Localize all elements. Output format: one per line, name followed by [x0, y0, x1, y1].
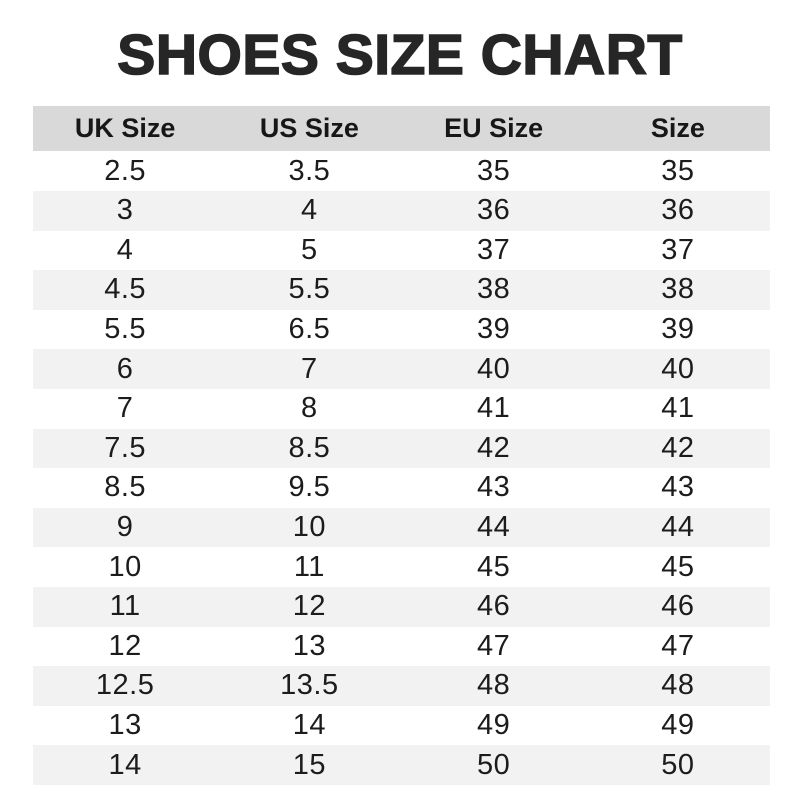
table-row: 10 11 45 45	[33, 547, 770, 587]
table-cell: 48	[585, 666, 770, 706]
table-cell: 2.5	[104, 154, 147, 187]
table-cell: 41	[476, 392, 511, 425]
table-cell: 15	[217, 745, 402, 785]
table-row: 12 13 47 47	[33, 627, 770, 667]
table-body: 2.5 3.5 35 35 3 4 36 36 4 5 37 37 4.5 5.5 38 38 5.5 6.5 39…	[33, 151, 770, 785]
table-cell: 9.5	[288, 471, 331, 504]
table-cell: 11	[293, 550, 325, 583]
table-cell: 45	[661, 550, 695, 583]
table-cell: 4	[217, 190, 402, 231]
table-cell: 46	[401, 586, 586, 627]
table-row: 2.5 3.5 35 35	[33, 151, 770, 191]
table-cell: 43	[476, 471, 511, 504]
table-cell: 50	[401, 745, 586, 785]
table-cell: 7.5	[33, 428, 218, 469]
table-cell: 39	[661, 313, 695, 346]
table-cell: 13	[108, 709, 142, 741]
table-cell: 3.5	[288, 154, 331, 187]
table-cell: 38	[401, 270, 586, 310]
table-row: 8.5 9.5 43 43	[33, 468, 770, 508]
table-cell: 7	[217, 349, 402, 389]
table-row: 6 7 40 40	[33, 349, 770, 389]
table-cell: 11	[33, 586, 218, 627]
table-cell: 6	[33, 349, 218, 389]
table-cell: 10	[217, 507, 402, 548]
table-cell: 13.5	[217, 666, 402, 706]
table-cell: 36	[585, 190, 770, 231]
table-cell: 42	[585, 428, 770, 469]
table-cell: 9	[33, 507, 218, 548]
table-cell: 7	[116, 392, 134, 425]
table-row: 7 8 41 41	[33, 389, 770, 429]
table-cell: 3	[33, 190, 218, 231]
table-cell: 4.5	[33, 270, 218, 310]
column-header-eu-size: EU Size	[401, 106, 586, 152]
table-cell: 47	[661, 629, 695, 662]
table-cell: 40	[401, 349, 586, 389]
table-cell: 35	[476, 154, 511, 187]
table-row: 11 12 46 46	[33, 586, 770, 627]
table-header: UK Size US Size EU Size Size	[33, 106, 770, 152]
table-row: 12.5 13.5 48 48	[33, 666, 770, 706]
table-cell: 49	[661, 709, 695, 741]
table-cell: 37	[476, 233, 511, 266]
table-cell: 5	[301, 233, 318, 266]
table-row: 4.5 5.5 38 38	[33, 270, 770, 310]
table-cell: 5.5	[217, 270, 402, 310]
table-cell: 14	[33, 745, 218, 785]
size-chart-table: UK Size US Size EU Size Size 2.5 3.5 35 35 3 4 36…	[33, 106, 770, 785]
table-cell: 38	[585, 270, 770, 310]
table-row: 9 10 44 44	[33, 507, 770, 548]
table-cell: 12	[217, 586, 402, 627]
table-cell: 44	[585, 507, 770, 548]
table-cell: 12	[108, 629, 142, 662]
table-cell: 43	[661, 471, 695, 504]
table-row: 3 4 36 36	[33, 190, 770, 231]
table-cell: 12.5	[33, 666, 218, 706]
table-row: 5.5 6.5 39 39	[33, 310, 770, 350]
table-cell: 44	[401, 507, 586, 548]
table-cell: 4	[116, 233, 134, 266]
table-cell: 49	[476, 709, 511, 741]
table-cell: 45	[476, 550, 511, 583]
table-cell: 8	[301, 392, 318, 425]
table-cell: 50	[585, 745, 770, 785]
table-row: 14 15 50 50	[33, 745, 770, 785]
table-row: 13 14 49 49	[33, 706, 770, 746]
header-row: UK Size US Size EU Size Size	[33, 106, 770, 152]
table-cell: 6.5	[288, 313, 331, 346]
column-header-uk-size: UK Size	[33, 106, 218, 152]
table-cell: 48	[401, 666, 586, 706]
table-cell: 8.5	[217, 428, 402, 469]
table-cell: 47	[476, 629, 511, 662]
table-cell: 37	[661, 233, 695, 266]
table-cell: 39	[476, 313, 511, 346]
table-cell: 5.5	[104, 313, 147, 346]
table-row: 7.5 8.5 42 42	[33, 428, 770, 469]
table-cell: 10	[108, 550, 142, 583]
table-cell: 14	[292, 709, 326, 741]
table-cell: 40	[585, 349, 770, 389]
table-cell: 35	[661, 154, 695, 187]
table-cell: 42	[401, 428, 586, 469]
column-header-size: Size	[585, 106, 770, 152]
table-cell: 13	[292, 629, 326, 662]
table-cell: 8.5	[104, 471, 147, 504]
table-cell: 36	[401, 190, 586, 231]
table-cell: 46	[585, 586, 770, 627]
page-title: SHOES SIZE CHART	[116, 22, 683, 88]
column-header-us-size: US Size	[217, 106, 402, 152]
table-cell: 41	[661, 392, 695, 425]
table-row: 4 5 37 37	[33, 231, 770, 271]
